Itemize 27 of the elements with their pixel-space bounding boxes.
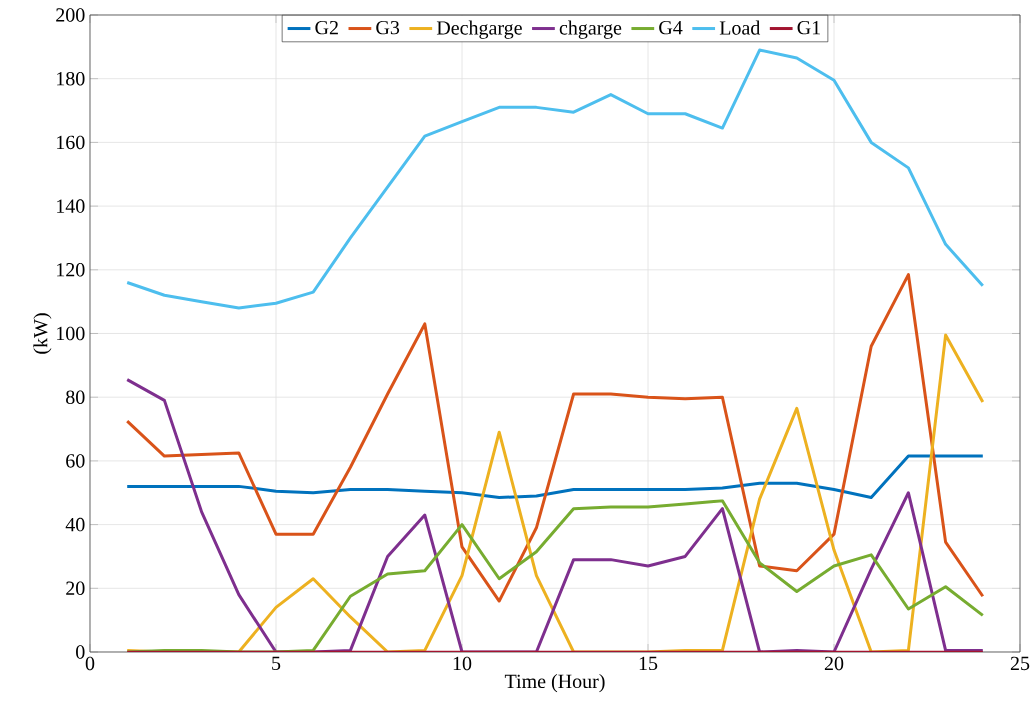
- y-axis-title: (kW): [33, 313, 52, 354]
- y-tick-label: 160: [57, 135, 85, 150]
- y-tick-label: 0: [76, 645, 85, 659]
- y-tick-label: 80: [66, 390, 85, 404]
- legend-label: chgarge: [559, 20, 622, 39]
- x-tick-label: 10: [453, 656, 472, 671]
- x-tick-label: 25: [1010, 656, 1030, 671]
- legend-label: G2: [315, 20, 338, 35]
- y-tick-label: 60: [66, 454, 85, 468]
- x-tick-label: 0: [85, 656, 95, 671]
- x-tick-label: 15: [639, 656, 658, 671]
- legend-label: G4: [659, 20, 683, 35]
- y-tick-label: 200: [56, 8, 85, 22]
- x-axis-title: Time (Hour): [504, 674, 605, 693]
- y-tick-label: 100: [57, 326, 85, 341]
- y-tick-label: 20: [66, 581, 85, 596]
- y-tick-label: 140: [57, 199, 85, 213]
- x-tick-label: 5: [272, 656, 281, 670]
- y-tick-label: 40: [65, 517, 85, 532]
- x-tick-label: 20: [824, 656, 844, 671]
- legend-label: G3: [376, 20, 400, 35]
- y-tick-label: 180: [57, 71, 85, 86]
- y-tick-label: 120: [57, 263, 85, 277]
- legend-label: Dechgarge: [436, 20, 522, 39]
- line-series: [125, 273, 985, 603]
- legend-label: G1: [797, 20, 820, 35]
- legend-label: Load: [719, 20, 761, 35]
